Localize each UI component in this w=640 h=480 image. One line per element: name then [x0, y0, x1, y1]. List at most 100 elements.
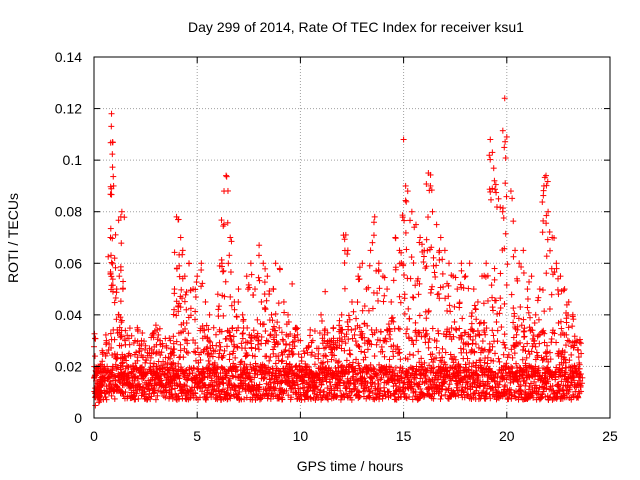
- data-point-marker: [217, 370, 224, 377]
- data-point-marker: [235, 324, 242, 331]
- data-point-marker: [424, 367, 431, 374]
- data-point-marker: [502, 382, 509, 389]
- data-point-marker: [495, 355, 502, 362]
- data-point-marker: [273, 332, 280, 339]
- data-point-marker: [426, 335, 433, 342]
- data-point-marker: [201, 390, 208, 397]
- data-point-marker: [236, 388, 243, 395]
- data-point-marker: [406, 393, 413, 400]
- data-point-marker: [416, 395, 423, 402]
- data-point-marker: [463, 349, 470, 356]
- data-point-marker: [307, 326, 314, 333]
- data-point-marker: [563, 331, 570, 338]
- data-point-marker: [271, 386, 278, 393]
- data-point-marker: [505, 351, 512, 358]
- data-point-marker: [352, 338, 359, 345]
- data-point-marker: [510, 334, 517, 341]
- data-point-marker: [470, 375, 477, 382]
- data-point-marker: [386, 331, 393, 338]
- data-point-marker: [348, 396, 355, 403]
- data-point-marker: [227, 392, 234, 399]
- data-point-marker: [401, 390, 408, 397]
- data-point-marker: [358, 379, 365, 386]
- data-point-marker: [571, 333, 578, 340]
- data-point-marker: [522, 380, 529, 387]
- data-point-marker: [227, 336, 234, 343]
- data-point-marker: [361, 334, 368, 341]
- data-point-marker: [375, 380, 382, 387]
- data-point-marker: [549, 327, 556, 334]
- data-point-marker: [475, 344, 482, 351]
- data-point-marker: [535, 332, 542, 339]
- data-point-marker: [108, 344, 115, 351]
- data-point-marker: [475, 396, 482, 403]
- data-point-marker: [519, 372, 526, 379]
- data-point-marker: [186, 370, 193, 377]
- data-point-marker: [151, 376, 158, 383]
- x-axis-label: GPS time / hours: [297, 458, 404, 474]
- data-point-marker: [192, 390, 199, 397]
- data-point-marker: [278, 358, 285, 365]
- data-point-marker: [279, 396, 286, 403]
- data-point-marker: [255, 346, 262, 353]
- data-point-marker: [496, 358, 503, 365]
- data-point-marker: [349, 335, 356, 342]
- data-point-marker: [313, 383, 320, 390]
- data-point-marker: [139, 330, 146, 337]
- data-point-marker: [430, 395, 437, 402]
- y-tick-label: 0.06: [55, 255, 82, 271]
- data-point-marker: [238, 340, 245, 347]
- data-point-marker: [415, 395, 422, 402]
- data-point-marker: [410, 352, 417, 359]
- data-point-marker: [559, 365, 566, 372]
- data-point-marker: [154, 392, 161, 399]
- data-point-marker: [435, 330, 442, 337]
- data-point-marker: [194, 365, 201, 372]
- data-point-marker: [262, 328, 269, 335]
- data-point-marker: [133, 349, 140, 356]
- data-point-marker: [489, 343, 496, 350]
- data-point-marker: [507, 379, 514, 386]
- data-point-marker: [551, 330, 558, 337]
- data-point-marker: [347, 380, 354, 387]
- data-point-marker: [447, 351, 454, 358]
- data-point-marker: [416, 381, 423, 388]
- data-point-marker: [124, 332, 131, 339]
- data-point-marker: [517, 365, 524, 372]
- data-point-marker: [324, 385, 331, 392]
- data-point-marker: [521, 388, 528, 395]
- data-point-marker: [442, 391, 449, 398]
- data-point-marker: [539, 357, 546, 364]
- data-point-marker: [423, 330, 430, 337]
- data-point-marker: [293, 377, 300, 384]
- x-tick-label: 25: [602, 428, 618, 444]
- y-tick-label: 0: [74, 410, 82, 426]
- data-point-marker: [394, 343, 401, 350]
- data-point-marker: [468, 363, 475, 370]
- data-point-marker: [441, 378, 448, 385]
- data-point-marker: [471, 349, 478, 356]
- data-point-marker: [490, 357, 497, 364]
- data-point-marker: [209, 382, 216, 389]
- data-point-marker: [367, 361, 374, 368]
- data-point-marker: [425, 344, 432, 351]
- data-point-marker: [226, 356, 233, 363]
- data-point-marker: [318, 381, 325, 388]
- data-point-marker: [361, 375, 368, 382]
- data-point-marker: [490, 332, 497, 339]
- data-point-marker: [433, 344, 440, 351]
- data-point-marker: [407, 384, 414, 391]
- data-point-marker: [125, 335, 132, 342]
- data-point-marker: [203, 394, 210, 401]
- data-point-marker: [460, 346, 467, 353]
- y-tick-label: 0.04: [55, 307, 82, 323]
- data-point-marker: [148, 393, 155, 400]
- data-point-marker: [484, 360, 491, 367]
- data-point-marker: [564, 337, 571, 344]
- data-point-marker: [261, 374, 268, 381]
- data-point-marker: [217, 343, 224, 350]
- data-point-marker: [107, 330, 114, 337]
- data-point-marker: [437, 395, 444, 402]
- data-point-marker: [526, 364, 533, 371]
- data-point-marker: [528, 348, 535, 355]
